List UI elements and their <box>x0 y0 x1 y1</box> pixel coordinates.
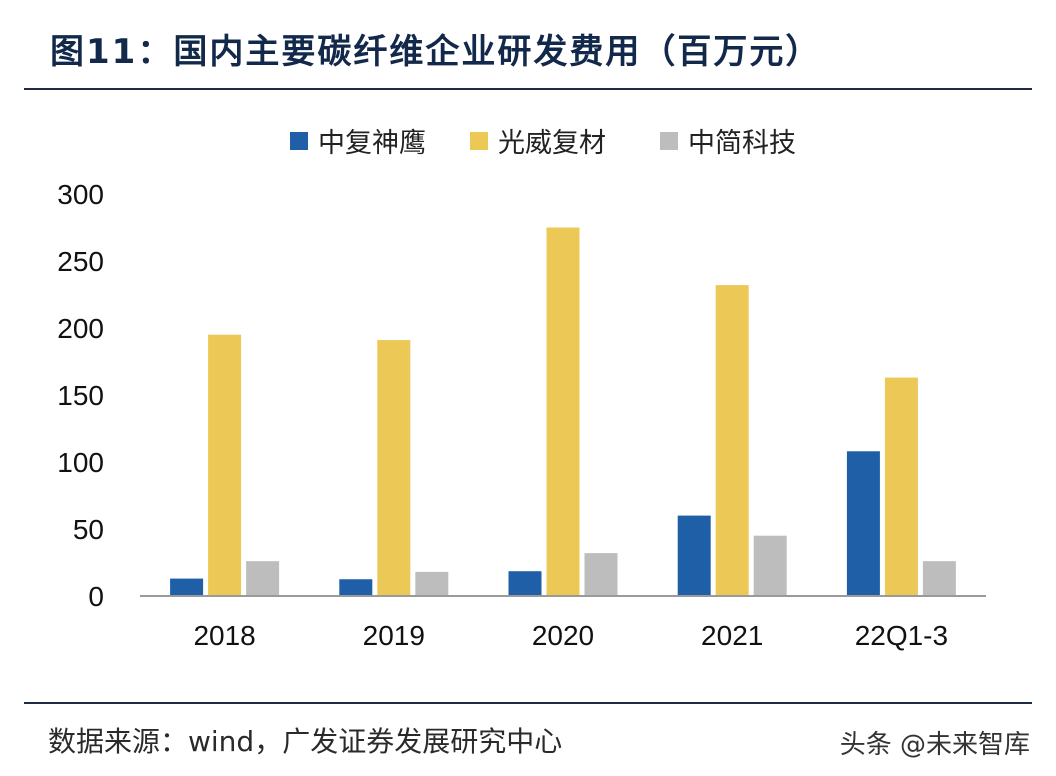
legend-label: 中复神鹰 <box>318 128 426 159</box>
bar-中复神鹰-2019 <box>339 579 373 596</box>
y-axis: 0 50 100 150 200 250 300 <box>57 179 104 612</box>
legend-swatch <box>660 132 678 150</box>
x-tick-label: 2020 <box>532 620 594 651</box>
chart-title: 图11：国内主要碳纤维企业研发费用（百万元） <box>50 32 822 72</box>
watermark: 头条 @未来智库 <box>839 730 1030 760</box>
legend: 中复神鹰 光威复材 中简科技 <box>290 128 796 159</box>
bar-中复神鹰-2018 <box>170 578 204 596</box>
bar-chart: 中复神鹰 光威复材 中简科技 0 50 100 150 200 250 300 2018 2019… <box>57 128 986 651</box>
bar-中复神鹰-22Q1-3 <box>846 451 880 596</box>
bar-中简科技-2020 <box>584 553 618 596</box>
legend-label: 光威复材 <box>498 128 606 159</box>
bar-光威复材-2019 <box>377 340 411 596</box>
source-divider <box>24 702 1032 704</box>
y-tick-label: 150 <box>57 380 104 411</box>
bar-中简科技-2021 <box>753 535 787 596</box>
legend-label: 中简科技 <box>688 128 796 159</box>
y-tick-label: 250 <box>57 246 104 277</box>
bar-光威复材-2020 <box>546 227 580 596</box>
bars <box>170 227 956 596</box>
legend-swatch <box>470 132 488 150</box>
bar-光威复材-2018 <box>208 334 242 596</box>
bar-中复神鹰-2021 <box>677 515 711 596</box>
x-tick-label: 2018 <box>193 620 255 651</box>
x-tick-label: 2019 <box>363 620 425 651</box>
x-tick-label: 22Q1-3 <box>855 620 948 651</box>
x-axis: 2018 2019 2020 2021 22Q1-3 <box>193 620 948 651</box>
bar-光威复材-22Q1-3 <box>884 377 918 596</box>
y-tick-label: 100 <box>57 447 104 478</box>
bar-中简科技-2019 <box>415 571 449 596</box>
source-note: 数据来源：wind，广发证券发展研究中心 <box>48 725 563 758</box>
bar-中简科技-2018 <box>246 561 280 596</box>
y-tick-label: 0 <box>88 581 104 612</box>
y-tick-label: 200 <box>57 313 104 344</box>
title-divider <box>24 88 1032 90</box>
bar-中复神鹰-2020 <box>508 571 542 596</box>
y-tick-label: 50 <box>73 514 104 545</box>
bar-光威复材-2021 <box>715 285 749 596</box>
bar-中简科技-22Q1-3 <box>922 561 956 596</box>
y-tick-label: 300 <box>57 179 104 210</box>
legend-swatch <box>290 132 308 150</box>
x-tick-label: 2021 <box>701 620 763 651</box>
